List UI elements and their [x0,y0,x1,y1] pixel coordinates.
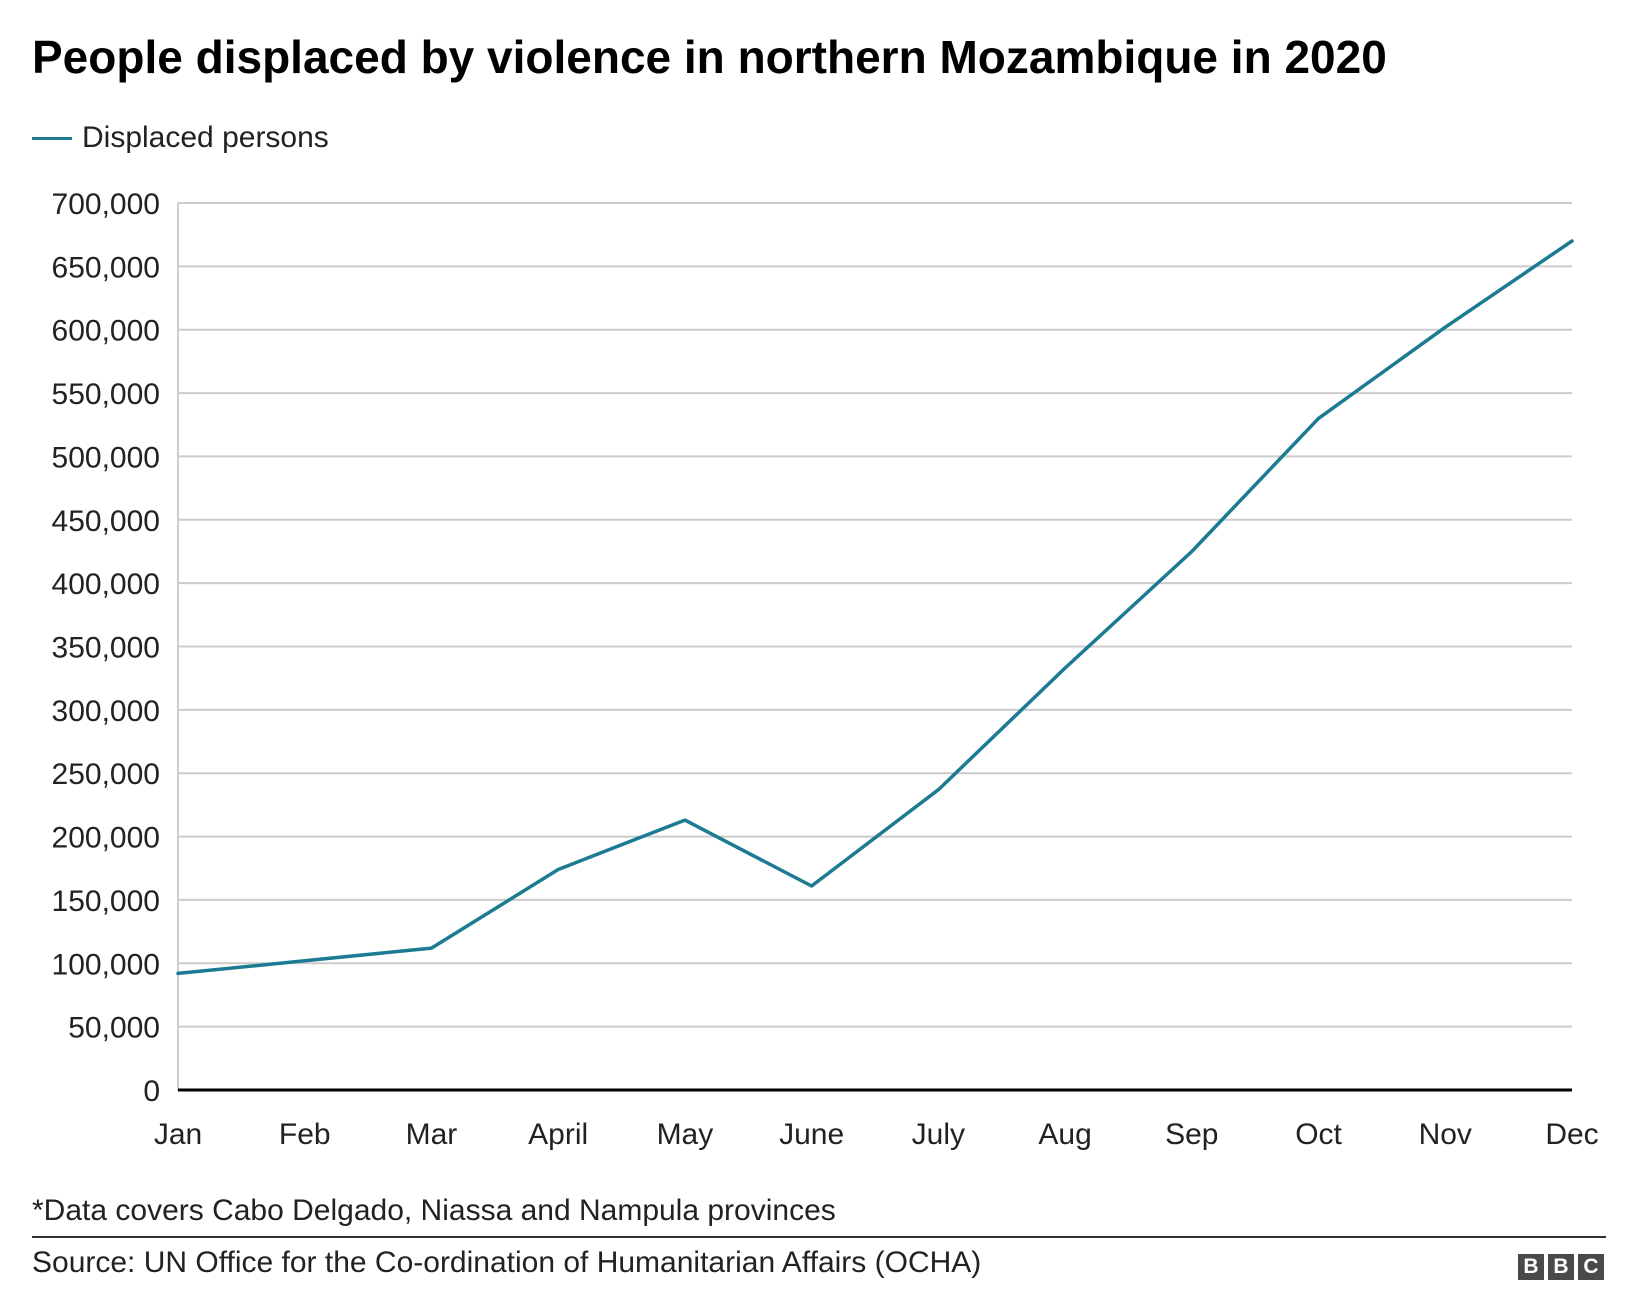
legend: Displaced persons [32,118,329,158]
x-axis-ticks: Jan Feb Mar April May June July Aug Sep Oct Nov Dec [154,1118,1599,1151]
logo-letter: C [1578,1254,1604,1280]
x-tick-label: June [779,1118,844,1151]
logo-letter: B [1548,1254,1574,1280]
y-tick-label: 350,000 [52,632,160,665]
y-tick-label: 700,000 [52,188,160,221]
x-tick-label: Nov [1419,1118,1472,1151]
gridlines [177,202,1572,1092]
logo-letter: B [1518,1254,1544,1280]
y-tick-label: 600,000 [52,315,160,348]
y-tick-label: 100,000 [52,948,160,981]
x-tick-label: Mar [406,1118,458,1151]
legend-label: Displaced persons [82,121,329,154]
line-chart: 0 50,000 100,000 150,000 200,000 250,000 300,0… [52,188,1599,1151]
x-tick-label: April [528,1118,588,1151]
chart-title: People displaced by violence in northern… [32,31,1387,83]
source-credit: Source: UN Office for the Co-ordination … [32,1246,982,1279]
x-tick-label: Oct [1295,1118,1342,1151]
y-tick-label: 50,000 [68,1012,160,1045]
source-divider [32,1236,1606,1238]
x-tick-label: Sep [1165,1118,1218,1151]
y-tick-label: 250,000 [52,758,160,791]
y-tick-label: 400,000 [52,568,160,601]
x-tick-label: May [657,1118,714,1151]
data-note: *Data covers Cabo Delgado, Niassa and Na… [32,1194,836,1227]
series-layer [176,239,1574,976]
y-tick-label: 150,000 [52,885,160,918]
x-tick-label: Dec [1545,1118,1598,1151]
y-tick-label: 0 [143,1075,160,1108]
y-tick-label: 450,000 [52,505,160,538]
y-tick-label: 300,000 [52,695,160,728]
legend-swatch [32,136,72,140]
y-axis-ticks: 0 50,000 100,000 150,000 200,000 250,000 300,0… [52,188,160,1108]
y-tick-label: 650,000 [52,251,160,284]
x-tick-label: Aug [1038,1118,1091,1151]
x-tick-label: Feb [279,1118,331,1151]
x-tick-label: July [912,1118,965,1151]
series-line [176,239,1574,976]
bbc-logo: B B C [1518,1254,1604,1280]
y-tick-label: 200,000 [52,822,160,855]
y-tick-label: 500,000 [52,441,160,474]
y-tick-label: 550,000 [52,378,160,411]
x-tick-label: Jan [154,1118,202,1151]
